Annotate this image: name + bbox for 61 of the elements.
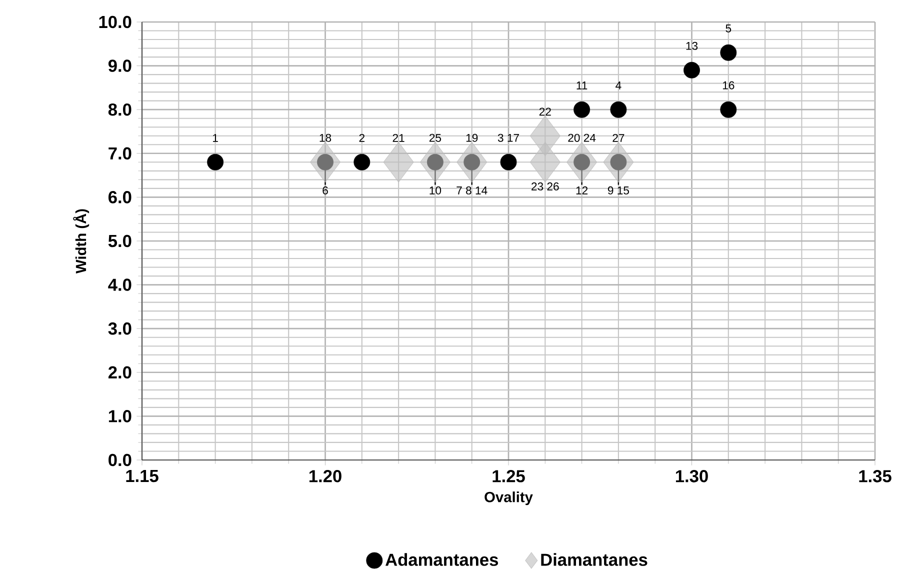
annotation: 16 (722, 81, 734, 90)
y-tick-label: 10.0 (99, 16, 132, 28)
annotation: 2 (359, 134, 364, 142)
y-tick-label: 1.0 (108, 410, 132, 422)
y-tick-label: 0.0 (108, 454, 132, 466)
annotation: 19 (466, 134, 478, 142)
legend-label: Diamantanes (541, 553, 648, 566)
y-tick-label: 5.0 (108, 234, 132, 248)
annotation: 3 17 (498, 134, 519, 142)
point (603, 142, 634, 182)
annotation: 25 (429, 134, 442, 142)
point (464, 154, 480, 170)
annotation: 5 (726, 24, 732, 32)
legend-label: Adamantanes (386, 553, 498, 566)
annotation: 21 (392, 134, 404, 142)
annotation: 20 24 (568, 134, 596, 142)
annotation: 27 (612, 134, 624, 142)
x-tick-label: 1.35 (859, 470, 892, 482)
annotation: 13 (686, 42, 698, 50)
annotation: 12 (576, 186, 588, 194)
y-tick-label: 4.0 (108, 278, 132, 291)
point (720, 44, 737, 61)
point (354, 154, 370, 170)
annotation: 9 15 (608, 186, 629, 194)
point (500, 154, 517, 170)
point (310, 142, 341, 182)
x-axis-title: Ovality (484, 491, 533, 506)
x-tick-label: 1.15 (126, 470, 158, 482)
point (720, 101, 737, 118)
point (207, 154, 224, 170)
point (683, 62, 700, 78)
y-tick-label: 2.0 (108, 366, 132, 379)
point (456, 142, 488, 182)
y-tick-label: 7.0 (108, 147, 132, 160)
point (316, 154, 334, 170)
point (383, 142, 414, 182)
point (420, 142, 450, 182)
point (610, 154, 627, 170)
point (566, 142, 598, 182)
annotation: 11 (576, 82, 588, 90)
x-tick-label: 1.30 (676, 470, 708, 482)
y-tick-label: 8.0 (108, 103, 132, 116)
point (426, 154, 444, 170)
y-tick-label: 9.0 (108, 60, 132, 72)
annotation: 7 8 14 (456, 186, 488, 194)
y-tick-label: 3.0 (108, 322, 132, 335)
annotation: 22 (539, 108, 551, 116)
annotation: 10 (430, 186, 442, 194)
point (610, 101, 627, 118)
y-axis-title: Width (Å) (73, 209, 90, 274)
point (574, 154, 590, 170)
x-tick-label: 1.25 (492, 470, 525, 482)
point (530, 116, 560, 156)
annotation: 1 (213, 134, 218, 142)
point (574, 101, 590, 118)
x-tick-label: 1.20 (309, 470, 342, 482)
annotation: 18 (320, 134, 332, 142)
annotation: 4 (616, 82, 622, 90)
annotation: 23 26 (532, 182, 559, 190)
annotation: 6 (322, 186, 328, 194)
y-tick-label: 6.0 (108, 191, 132, 204)
